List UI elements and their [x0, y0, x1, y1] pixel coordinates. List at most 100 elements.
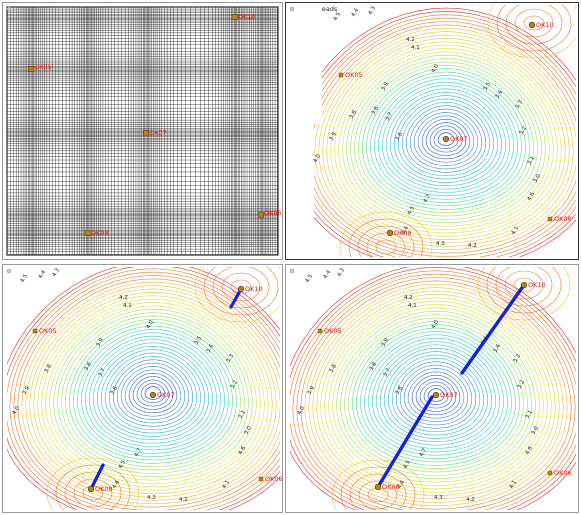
well-ok06[interactable]: OK06	[547, 215, 572, 223]
contour-value-label: 4.7	[423, 193, 433, 204]
contour-line	[92, 342, 214, 444]
resize-handle-icon[interactable]	[289, 268, 295, 274]
pumping-contour-view-a[interactable]: 4.5 4.4 4.34.24.14.03.93.83.73.63.53.43.33…	[3, 265, 282, 512]
resize-handle-icon[interactable]	[6, 268, 12, 274]
edge-contour	[514, 8, 554, 38]
pumping-contour-view-b[interactable]: 4.54.44.34.24.14.03.93.83.73.63.53.43.33…	[286, 265, 578, 512]
contour-line	[437, 132, 455, 146]
edge-contour	[513, 277, 535, 293]
contour-value-label: 3.9	[96, 337, 106, 348]
contour-line	[397, 98, 495, 180]
contour-line	[332, 307, 540, 483]
contour-lines	[290, 3, 578, 259]
edge-contour	[486, 265, 562, 314]
contour-value-label: 3.5	[194, 335, 204, 346]
contour-line	[334, 44, 558, 234]
well-ok07[interactable]: OK07	[149, 391, 175, 399]
well-ok06[interactable]: OK06	[258, 475, 282, 483]
pumping-trace-line	[89, 463, 105, 491]
well-ok06[interactable]: OK06	[547, 469, 572, 477]
contour-line	[368, 337, 504, 453]
contour-line	[112, 359, 194, 427]
contour-line	[286, 265, 578, 512]
contour-line	[320, 297, 552, 493]
contour-line	[360, 331, 512, 459]
map-mask	[286, 3, 578, 259]
starting-heads-contour-view[interactable]: Starting Heads 4.94.64.34.03.73.43.12.82…	[286, 3, 578, 259]
contour-value-label: 4.0	[297, 405, 307, 416]
well-ok08[interactable]: OK08	[85, 229, 109, 237]
contour-value-label: 4.3	[436, 241, 445, 247]
contour-value-label: 3.8	[369, 361, 379, 372]
contour-value-label: 3.7	[385, 111, 395, 122]
well-ok05[interactable]: OK05	[32, 327, 57, 335]
well-ok05[interactable]: OK05	[338, 71, 363, 79]
contour-line	[407, 371, 465, 419]
well-label: OK10	[536, 21, 554, 29]
well-ok08[interactable]: OK08	[374, 483, 400, 491]
contour-line	[342, 51, 550, 227]
contour-line	[364, 334, 508, 456]
contour-line	[324, 300, 548, 490]
contour-line	[21, 281, 282, 505]
contour-line	[379, 347, 493, 443]
contour-line	[346, 54, 546, 224]
contour-line	[409, 108, 483, 170]
contour-line	[3, 265, 282, 512]
well-ok10[interactable]: OK10	[232, 13, 256, 21]
edge-contour	[375, 239, 397, 255]
well-label: OK06	[554, 469, 572, 477]
well-marker-icon	[258, 212, 264, 218]
contour-line	[378, 81, 514, 197]
contour-value-label: 3.4	[206, 343, 216, 354]
well-marker-icon	[442, 135, 450, 143]
edge-contour	[348, 218, 424, 259]
contour-line	[81, 332, 225, 454]
edge-contour	[194, 265, 282, 323]
contour-line	[314, 27, 578, 251]
well-ok06[interactable]: OK06	[258, 209, 282, 218]
well-ok07[interactable]: OK07	[442, 135, 468, 143]
contour-value-label: 3.3	[226, 353, 236, 364]
well-ok10[interactable]: OK10	[237, 285, 263, 293]
contour-value-label: 4.5	[118, 459, 128, 470]
contour-value-label: 3.8	[349, 109, 359, 120]
contour-line	[53, 308, 253, 478]
contour-line	[433, 129, 459, 149]
contour-value-label: 4.7	[134, 447, 144, 458]
pumping-contour-panel-a[interactable]: 4.5 4.4 4.3 4.2 4.1 4.0 3.9 3.8 3.7 3.6 3.5 3.4 3.3 3…	[2, 264, 283, 513]
well-ok10[interactable]: OK10	[528, 21, 554, 29]
contour-line	[322, 34, 570, 244]
well-ok10[interactable]: OK10	[520, 281, 546, 289]
edge-contour	[349, 473, 407, 512]
well-label: OK05	[39, 327, 57, 335]
edge-contour	[46, 457, 140, 512]
starting-heads-panel[interactable]: Starting Heads 4.94.64.34.03.73.43.12.82…	[285, 2, 579, 260]
well-ok08[interactable]: OK08	[87, 485, 113, 493]
contour-value-label: 3.3	[513, 353, 523, 364]
edge-contour	[477, 265, 571, 321]
well-marker-icon	[143, 130, 149, 136]
model-grid-view[interactable]: OK10 OK05 OK07 OK06 OK08	[3, 3, 282, 259]
contour-line	[421, 118, 471, 160]
well-ok07[interactable]: OK07	[432, 391, 458, 399]
model-grid-panel[interactable]: OK10 OK05 OK07 OK06 OK08	[2, 2, 283, 260]
well-marker-icon	[547, 216, 553, 222]
well-marker-icon	[338, 72, 344, 78]
well-ok05[interactable]: OK05	[317, 327, 342, 335]
contour-line	[401, 101, 491, 177]
well-ok07[interactable]: OK07	[143, 129, 167, 137]
contour-value-label: 3.4	[495, 89, 505, 100]
resize-handle-icon[interactable]	[6, 6, 12, 12]
contour-line	[116, 362, 190, 424]
pumping-contour-panel-b[interactable]: 4.54.44.34.24.14.03.93.83.73.63.53.43.33…	[285, 264, 579, 513]
contour-line	[88, 339, 218, 447]
well-ok05[interactable]: OK05	[28, 63, 52, 72]
well-ok08[interactable]: OK08	[386, 229, 412, 237]
contour-value-label: 4.1	[123, 303, 132, 309]
resize-handle-icon[interactable]	[289, 6, 295, 12]
contour-value-label: 3.2	[517, 379, 527, 390]
contour-line	[429, 125, 463, 153]
contour-value-label: 3.5	[483, 81, 493, 92]
